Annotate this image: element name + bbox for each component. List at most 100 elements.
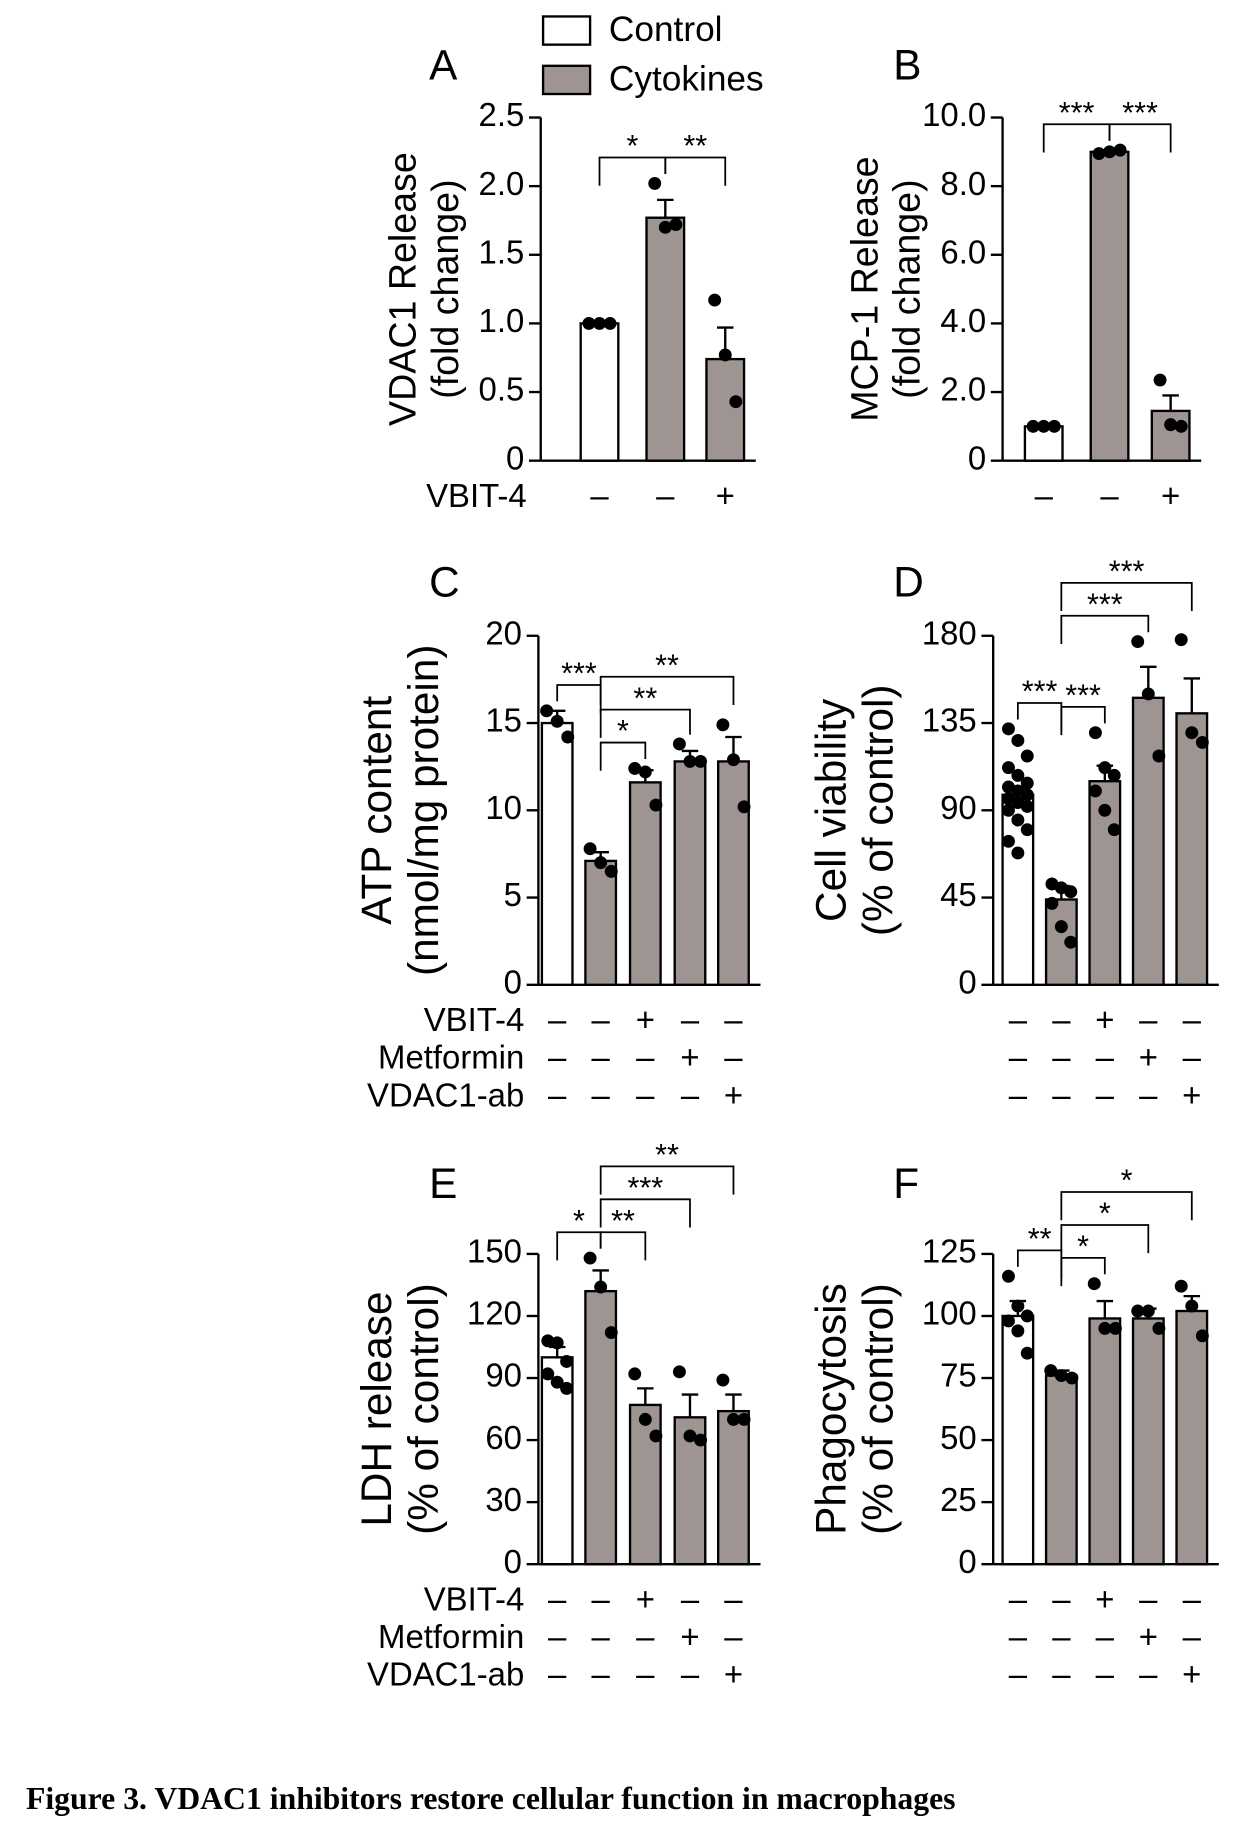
data-point — [1001, 1314, 1015, 1328]
data-point — [672, 1365, 686, 1379]
treatment-name: VBIT-4 — [426, 477, 527, 514]
data-point — [628, 761, 642, 775]
data-point — [550, 714, 564, 728]
y-axis-label: LDH release — [353, 1292, 400, 1527]
treatment-sign: – — [681, 1001, 700, 1038]
panel-letter: B — [893, 41, 921, 88]
y-tick-label: 100 — [922, 1295, 977, 1332]
treatment-sign: + — [680, 1618, 699, 1655]
y-axis-label: Phagocytosis — [808, 1283, 855, 1535]
y-tick-label: 0 — [968, 439, 986, 476]
bar — [717, 760, 750, 986]
data-point — [649, 798, 663, 812]
legend-swatch — [541, 15, 592, 46]
y-tick-label: 0 — [958, 1543, 976, 1580]
treatment-sign: – — [1052, 1039, 1071, 1076]
significance-bracket — [1060, 705, 1106, 736]
data-point — [1087, 1277, 1101, 1291]
treatment-sign: + — [636, 1001, 655, 1038]
y-tick-label: 75 — [940, 1357, 977, 1394]
data-point — [638, 1412, 652, 1426]
data-point — [1011, 1299, 1025, 1313]
significance-bracket — [599, 675, 735, 705]
significance-label: * — [573, 1204, 585, 1238]
significance-label: ** — [611, 1204, 635, 1238]
data-point — [716, 718, 730, 732]
treatment-sign: – — [724, 1039, 743, 1076]
data-point — [1153, 373, 1167, 387]
treatment-sign: – — [1052, 1656, 1071, 1693]
treatment-sign: – — [724, 1001, 743, 1038]
y-tick-label: 135 — [922, 702, 977, 739]
treatment-name: VDAC1-ab — [367, 1076, 524, 1113]
data-point — [582, 316, 596, 330]
treatment-sign: + — [1139, 1618, 1158, 1655]
treatment-sign: – — [1009, 1656, 1028, 1693]
data-point — [708, 293, 722, 307]
y-axis-label: ATP content — [353, 696, 400, 925]
panel-letter: E — [429, 1160, 457, 1207]
data-point — [1020, 788, 1034, 802]
data-point — [1044, 1364, 1058, 1378]
significance-label: ** — [655, 648, 679, 682]
significance-label: *** — [1122, 96, 1158, 130]
data-point — [737, 1412, 751, 1426]
data-point — [1098, 761, 1112, 775]
data-point — [628, 1367, 642, 1381]
treatment-sign: – — [592, 1076, 611, 1113]
error-bar — [681, 1393, 699, 1418]
y-tick-label: 0 — [504, 1543, 522, 1580]
bar — [579, 322, 620, 462]
y-tick-label: 10.0 — [922, 96, 986, 133]
y-axis-label: (fold change) — [424, 179, 466, 398]
error-bar — [725, 1393, 742, 1412]
data-point — [648, 176, 662, 190]
treatment-sign: + — [724, 1076, 743, 1113]
error-bar — [637, 1387, 654, 1405]
treatment-sign: + — [636, 1580, 655, 1617]
data-point — [1064, 935, 1078, 949]
significance-label: * — [1121, 1164, 1133, 1198]
y-tick-label: 2.5 — [479, 96, 525, 133]
treatment-sign: – — [1096, 1656, 1115, 1693]
treatment-sign: + — [1182, 1076, 1201, 1113]
data-point — [1131, 1304, 1145, 1318]
data-point — [1020, 823, 1034, 837]
data-point — [1107, 823, 1121, 837]
treatment-sign: – — [681, 1656, 700, 1693]
data-point — [1020, 799, 1034, 813]
bar — [705, 357, 746, 462]
bar — [1175, 712, 1209, 986]
treatment-sign: – — [548, 1039, 567, 1076]
treatment-sign: – — [656, 477, 675, 514]
data-point — [1020, 1346, 1034, 1360]
data-point — [1047, 419, 1061, 433]
data-point — [1131, 635, 1145, 649]
treatment-sign: – — [548, 1656, 567, 1693]
data-point — [594, 856, 608, 870]
bar — [673, 760, 707, 986]
treatment-sign: – — [724, 1618, 743, 1655]
data-point — [594, 1280, 608, 1294]
treatment-sign: – — [1009, 1580, 1028, 1617]
significance-bracket — [1060, 1191, 1193, 1221]
data-point — [1054, 1369, 1068, 1383]
data-point — [669, 218, 683, 232]
data-point — [1174, 1279, 1188, 1293]
data-point — [1185, 726, 1199, 740]
treatment-sign: – — [1183, 1618, 1202, 1655]
bar — [645, 216, 686, 462]
y-axis-label: (nmol/mg protein) — [400, 645, 447, 976]
data-point — [1001, 803, 1015, 817]
data-point — [1092, 147, 1106, 161]
treatment-sign: + — [1139, 1039, 1158, 1076]
data-point — [1185, 1299, 1199, 1313]
data-point — [560, 1381, 574, 1395]
data-point — [1011, 846, 1025, 860]
data-point — [603, 316, 617, 330]
data-point — [694, 1433, 708, 1447]
bar — [717, 1409, 750, 1566]
y-axis-label: Cell viability — [808, 698, 855, 922]
legend-swatch — [541, 64, 592, 96]
data-point — [1020, 1309, 1034, 1323]
